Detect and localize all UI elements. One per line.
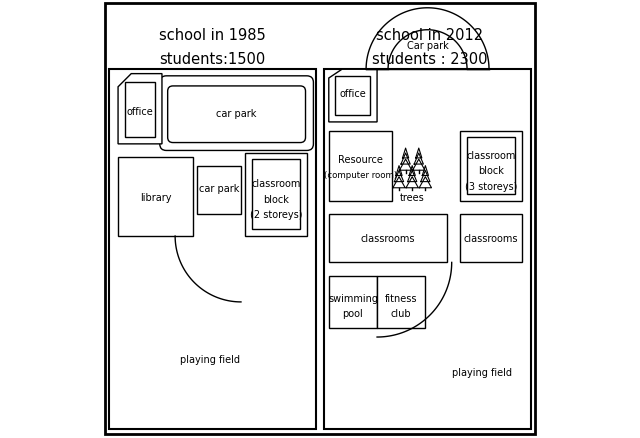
Bar xyxy=(252,160,300,230)
Text: fitness: fitness xyxy=(385,293,417,303)
Text: Car park: Car park xyxy=(406,41,449,51)
Text: car park: car park xyxy=(216,109,257,119)
Text: classrooms: classrooms xyxy=(464,234,518,244)
Bar xyxy=(329,131,392,201)
Text: office: office xyxy=(127,107,154,117)
Text: Resource: Resource xyxy=(338,155,383,165)
Bar xyxy=(377,276,426,328)
Text: office: office xyxy=(340,89,366,99)
Text: car park: car park xyxy=(199,184,239,193)
Text: school in 1985: school in 1985 xyxy=(159,28,266,42)
Polygon shape xyxy=(118,74,162,145)
Text: block: block xyxy=(478,166,504,176)
FancyBboxPatch shape xyxy=(160,77,314,151)
Text: playing field: playing field xyxy=(180,354,240,364)
Text: classroom: classroom xyxy=(252,179,301,189)
Text: students : 2300: students : 2300 xyxy=(372,52,488,67)
Text: block: block xyxy=(263,194,289,204)
Text: playing field: playing field xyxy=(452,367,513,377)
Bar xyxy=(109,70,316,429)
Bar xyxy=(461,215,522,263)
Text: swimming: swimming xyxy=(328,293,378,303)
FancyBboxPatch shape xyxy=(168,87,305,143)
Text: club: club xyxy=(391,308,412,318)
Bar xyxy=(118,158,193,237)
Polygon shape xyxy=(329,70,377,123)
Bar xyxy=(467,138,515,195)
Text: school in 2012: school in 2012 xyxy=(376,28,483,42)
Bar xyxy=(329,276,377,328)
Bar xyxy=(245,153,307,237)
Text: trees: trees xyxy=(400,192,424,202)
Bar xyxy=(461,131,522,201)
Bar xyxy=(324,70,531,429)
Text: (computer room): (computer room) xyxy=(324,171,397,180)
Text: students:1500: students:1500 xyxy=(159,52,266,67)
Text: classroom: classroom xyxy=(467,151,516,160)
Text: (3 storeys): (3 storeys) xyxy=(465,181,517,191)
Bar xyxy=(335,77,371,116)
Text: (2 storeys): (2 storeys) xyxy=(250,210,302,219)
Text: library: library xyxy=(140,192,171,202)
Text: pool: pool xyxy=(342,308,364,318)
Bar xyxy=(125,83,156,138)
Text: classrooms: classrooms xyxy=(361,234,415,244)
Bar xyxy=(329,215,447,263)
Bar xyxy=(197,166,241,215)
